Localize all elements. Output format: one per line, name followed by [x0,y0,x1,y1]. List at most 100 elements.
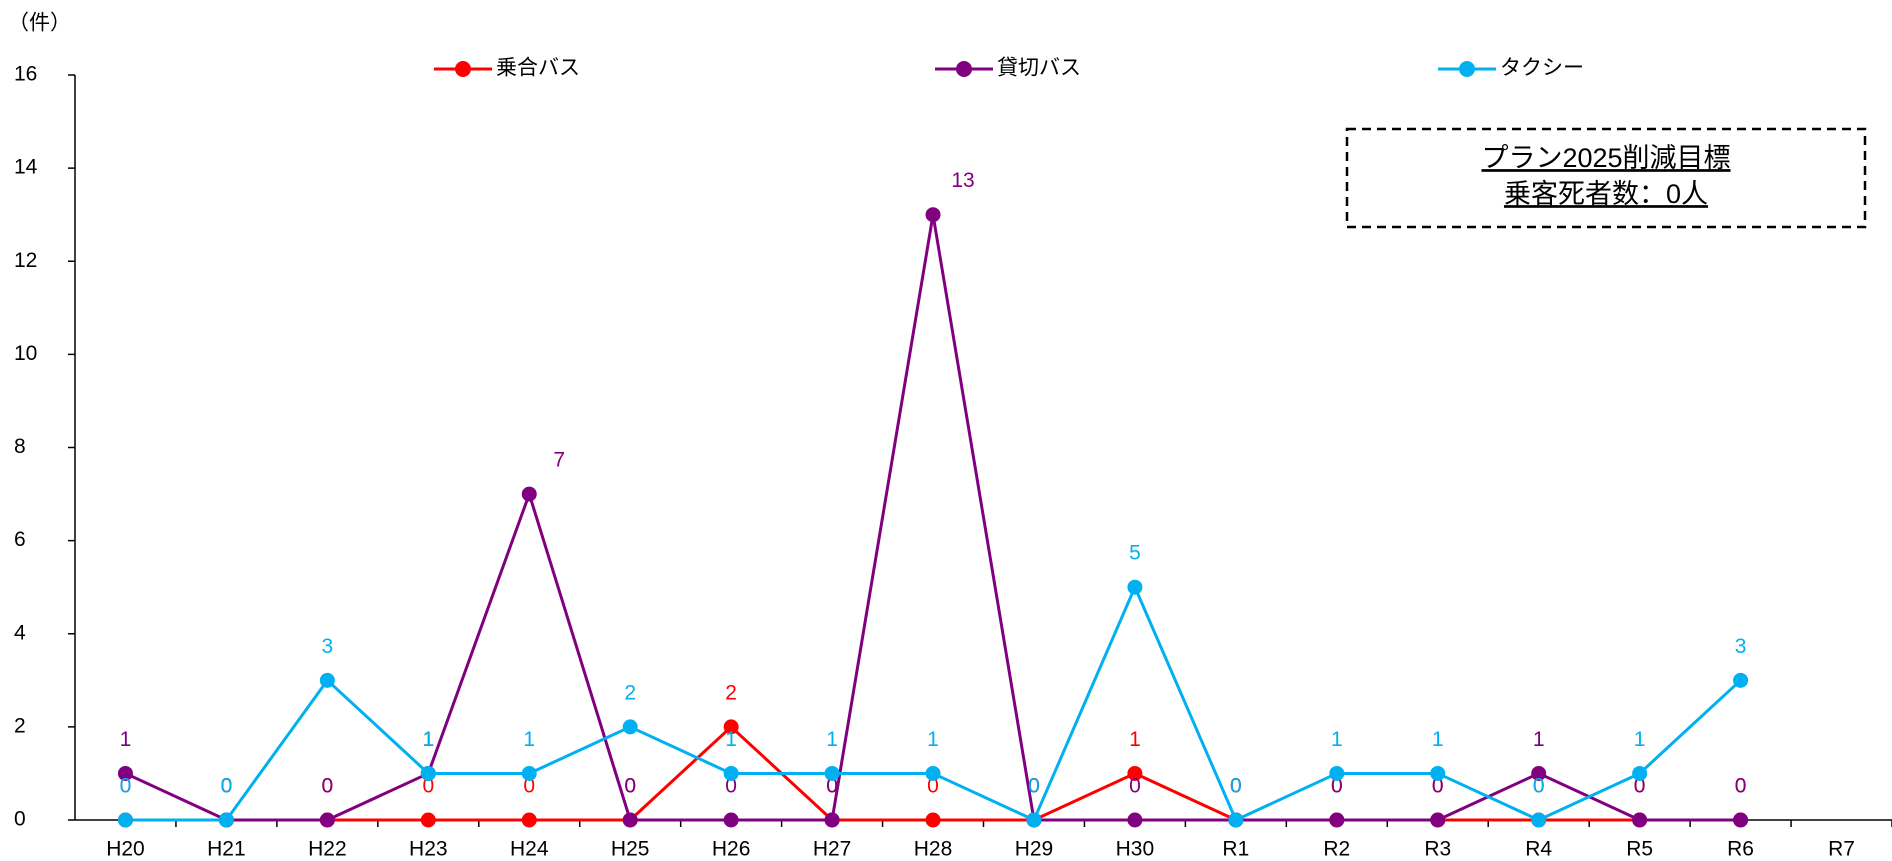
data-label: 0 [221,775,233,798]
data-point [1733,812,1749,828]
legend-marker [455,61,471,77]
x-tick-label: R3 [1424,838,1451,861]
data-point [1228,812,1244,828]
data-point [521,765,537,781]
data-label: 0 [624,775,636,798]
y-tick-label: 4 [14,621,26,644]
data-label: 0 [1432,775,1444,798]
data-label: 5 [1129,542,1141,565]
data-label: 0 [725,775,737,798]
y-tick-label: 10 [14,342,37,365]
x-tick-label: H25 [611,838,650,861]
data-label: 0 [221,775,233,798]
data-label: 13 [951,169,974,192]
x-tick-label: R7 [1828,838,1855,861]
x-tick-label: R2 [1323,838,1350,861]
x-tick-label: H24 [510,838,549,861]
data-label: 0 [1634,775,1646,798]
data-label: 0 [1533,775,1545,798]
data-point [319,812,335,828]
data-label: 1 [1432,728,1444,751]
data-point [1430,812,1446,828]
data-point [319,672,335,688]
data-point [723,719,739,735]
x-tick-label: R6 [1727,838,1754,861]
data-point [420,812,436,828]
data-label: 0 [1432,775,1444,798]
data-point [1531,812,1547,828]
data-label: 0 [322,775,334,798]
data-label: 1 [1533,728,1545,751]
x-tick-label: R5 [1626,838,1653,861]
data-point [824,812,840,828]
legend-label: 乗合バス [496,57,580,80]
data-label: 3 [322,635,334,658]
x-tick-label: H22 [308,838,347,861]
data-label: 0 [1331,775,1343,798]
y-unit-label: （件） [8,12,71,35]
data-label: 1 [1129,728,1141,751]
x-tick-label: H29 [1015,838,1054,861]
data-point [925,207,941,223]
data-label: 0 [1533,775,1545,798]
y-tick-label: 0 [14,808,26,831]
x-tick-label: H28 [914,838,953,861]
data-label: 1 [1634,728,1646,751]
data-point [1329,812,1345,828]
data-label: 0 [221,775,233,798]
x-tick-label: H26 [712,838,751,861]
data-label: 0 [1230,775,1242,798]
data-label: 0 [1331,775,1343,798]
data-label: 0 [1028,775,1040,798]
data-label: 1 [523,728,535,751]
data-label: 0 [322,775,334,798]
y-tick-label: 12 [14,249,37,272]
legend-label: 貸切バス [997,57,1081,80]
data-label: 0 [826,775,838,798]
data-point [723,812,739,828]
x-tick-label: H23 [409,838,448,861]
data-point [1632,765,1648,781]
data-label: 0 [826,775,838,798]
x-tick-label: H27 [813,838,852,861]
y-tick-label: 8 [14,435,26,458]
data-label: 0 [1230,775,1242,798]
data-label: 1 [422,728,434,751]
data-point [1329,765,1345,781]
data-label: 0 [422,775,434,798]
data-point [1127,579,1143,595]
legend-label: タクシー [1500,57,1584,80]
data-point [218,812,234,828]
data-point [1531,765,1547,781]
data-point [420,765,436,781]
data-label: 0 [120,775,132,798]
data-label: 0 [1230,775,1242,798]
data-point [723,765,739,781]
data-label: 0 [1028,775,1040,798]
data-point [622,812,638,828]
data-point [117,765,133,781]
x-tick-label: H30 [1116,838,1155,861]
data-point [117,812,133,828]
data-point [925,812,941,828]
data-label: 0 [1735,775,1747,798]
data-label: 0 [1634,775,1646,798]
data-point [521,812,537,828]
data-point [1127,765,1143,781]
data-point [1733,672,1749,688]
data-label: 0 [523,775,535,798]
y-tick-label: 2 [14,714,26,737]
y-tick-label: 16 [14,63,37,86]
data-point [521,486,537,502]
data-point [622,719,638,735]
data-label: 0 [120,775,132,798]
data-label: 1 [725,728,737,751]
data-label: 0 [1129,775,1141,798]
data-label: 3 [1735,635,1747,658]
x-tick-label: H20 [106,838,145,861]
data-label: 0 [927,775,939,798]
annotation-box [1345,127,1867,229]
data-label: 7 [553,449,565,472]
data-label: 2 [624,681,636,704]
